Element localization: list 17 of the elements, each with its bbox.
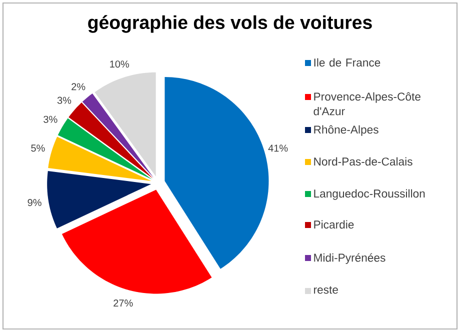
legend-label: Nord-Pas-de-Calais [314, 157, 412, 166]
data-label: 27% [114, 300, 133, 307]
legend-label: reste [314, 286, 338, 294]
legend-label: Provence-Alpes-Côte d'Azur [314, 92, 420, 116]
data-label: 3% [44, 116, 58, 123]
legend-label: Rhône-Alpes [314, 125, 378, 136]
legend-label: Picardie [314, 220, 354, 229]
legend-label: Midi-Pyrénées [314, 253, 386, 264]
data-label: 2% [72, 83, 86, 90]
data-label: 41% [268, 144, 288, 152]
data-label: 3% [57, 96, 72, 104]
data-label: 5% [31, 144, 45, 152]
data-label: 9% [28, 199, 42, 206]
data-label: 10% [110, 60, 130, 68]
legend-label: Languedoc-Roussillon [314, 189, 425, 200]
chart-title: géographie des vols de voitures [88, 15, 372, 33]
legend-label: Ile de France [314, 58, 380, 67]
